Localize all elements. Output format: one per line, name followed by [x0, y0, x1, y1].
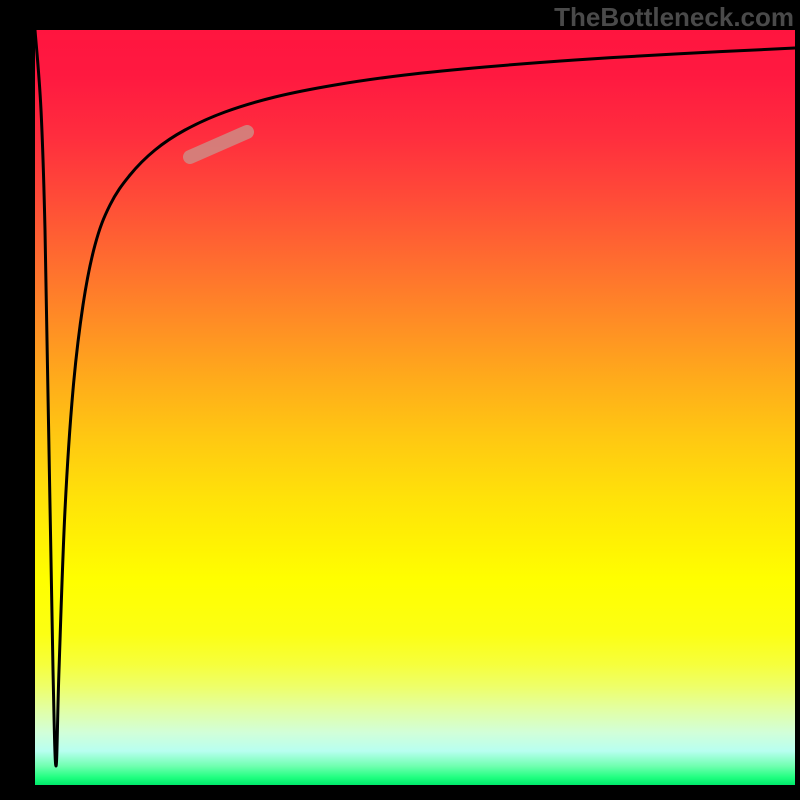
watermark-text: TheBottleneck.com — [554, 2, 794, 33]
plot-area — [35, 30, 795, 785]
gradient-background — [35, 30, 795, 785]
